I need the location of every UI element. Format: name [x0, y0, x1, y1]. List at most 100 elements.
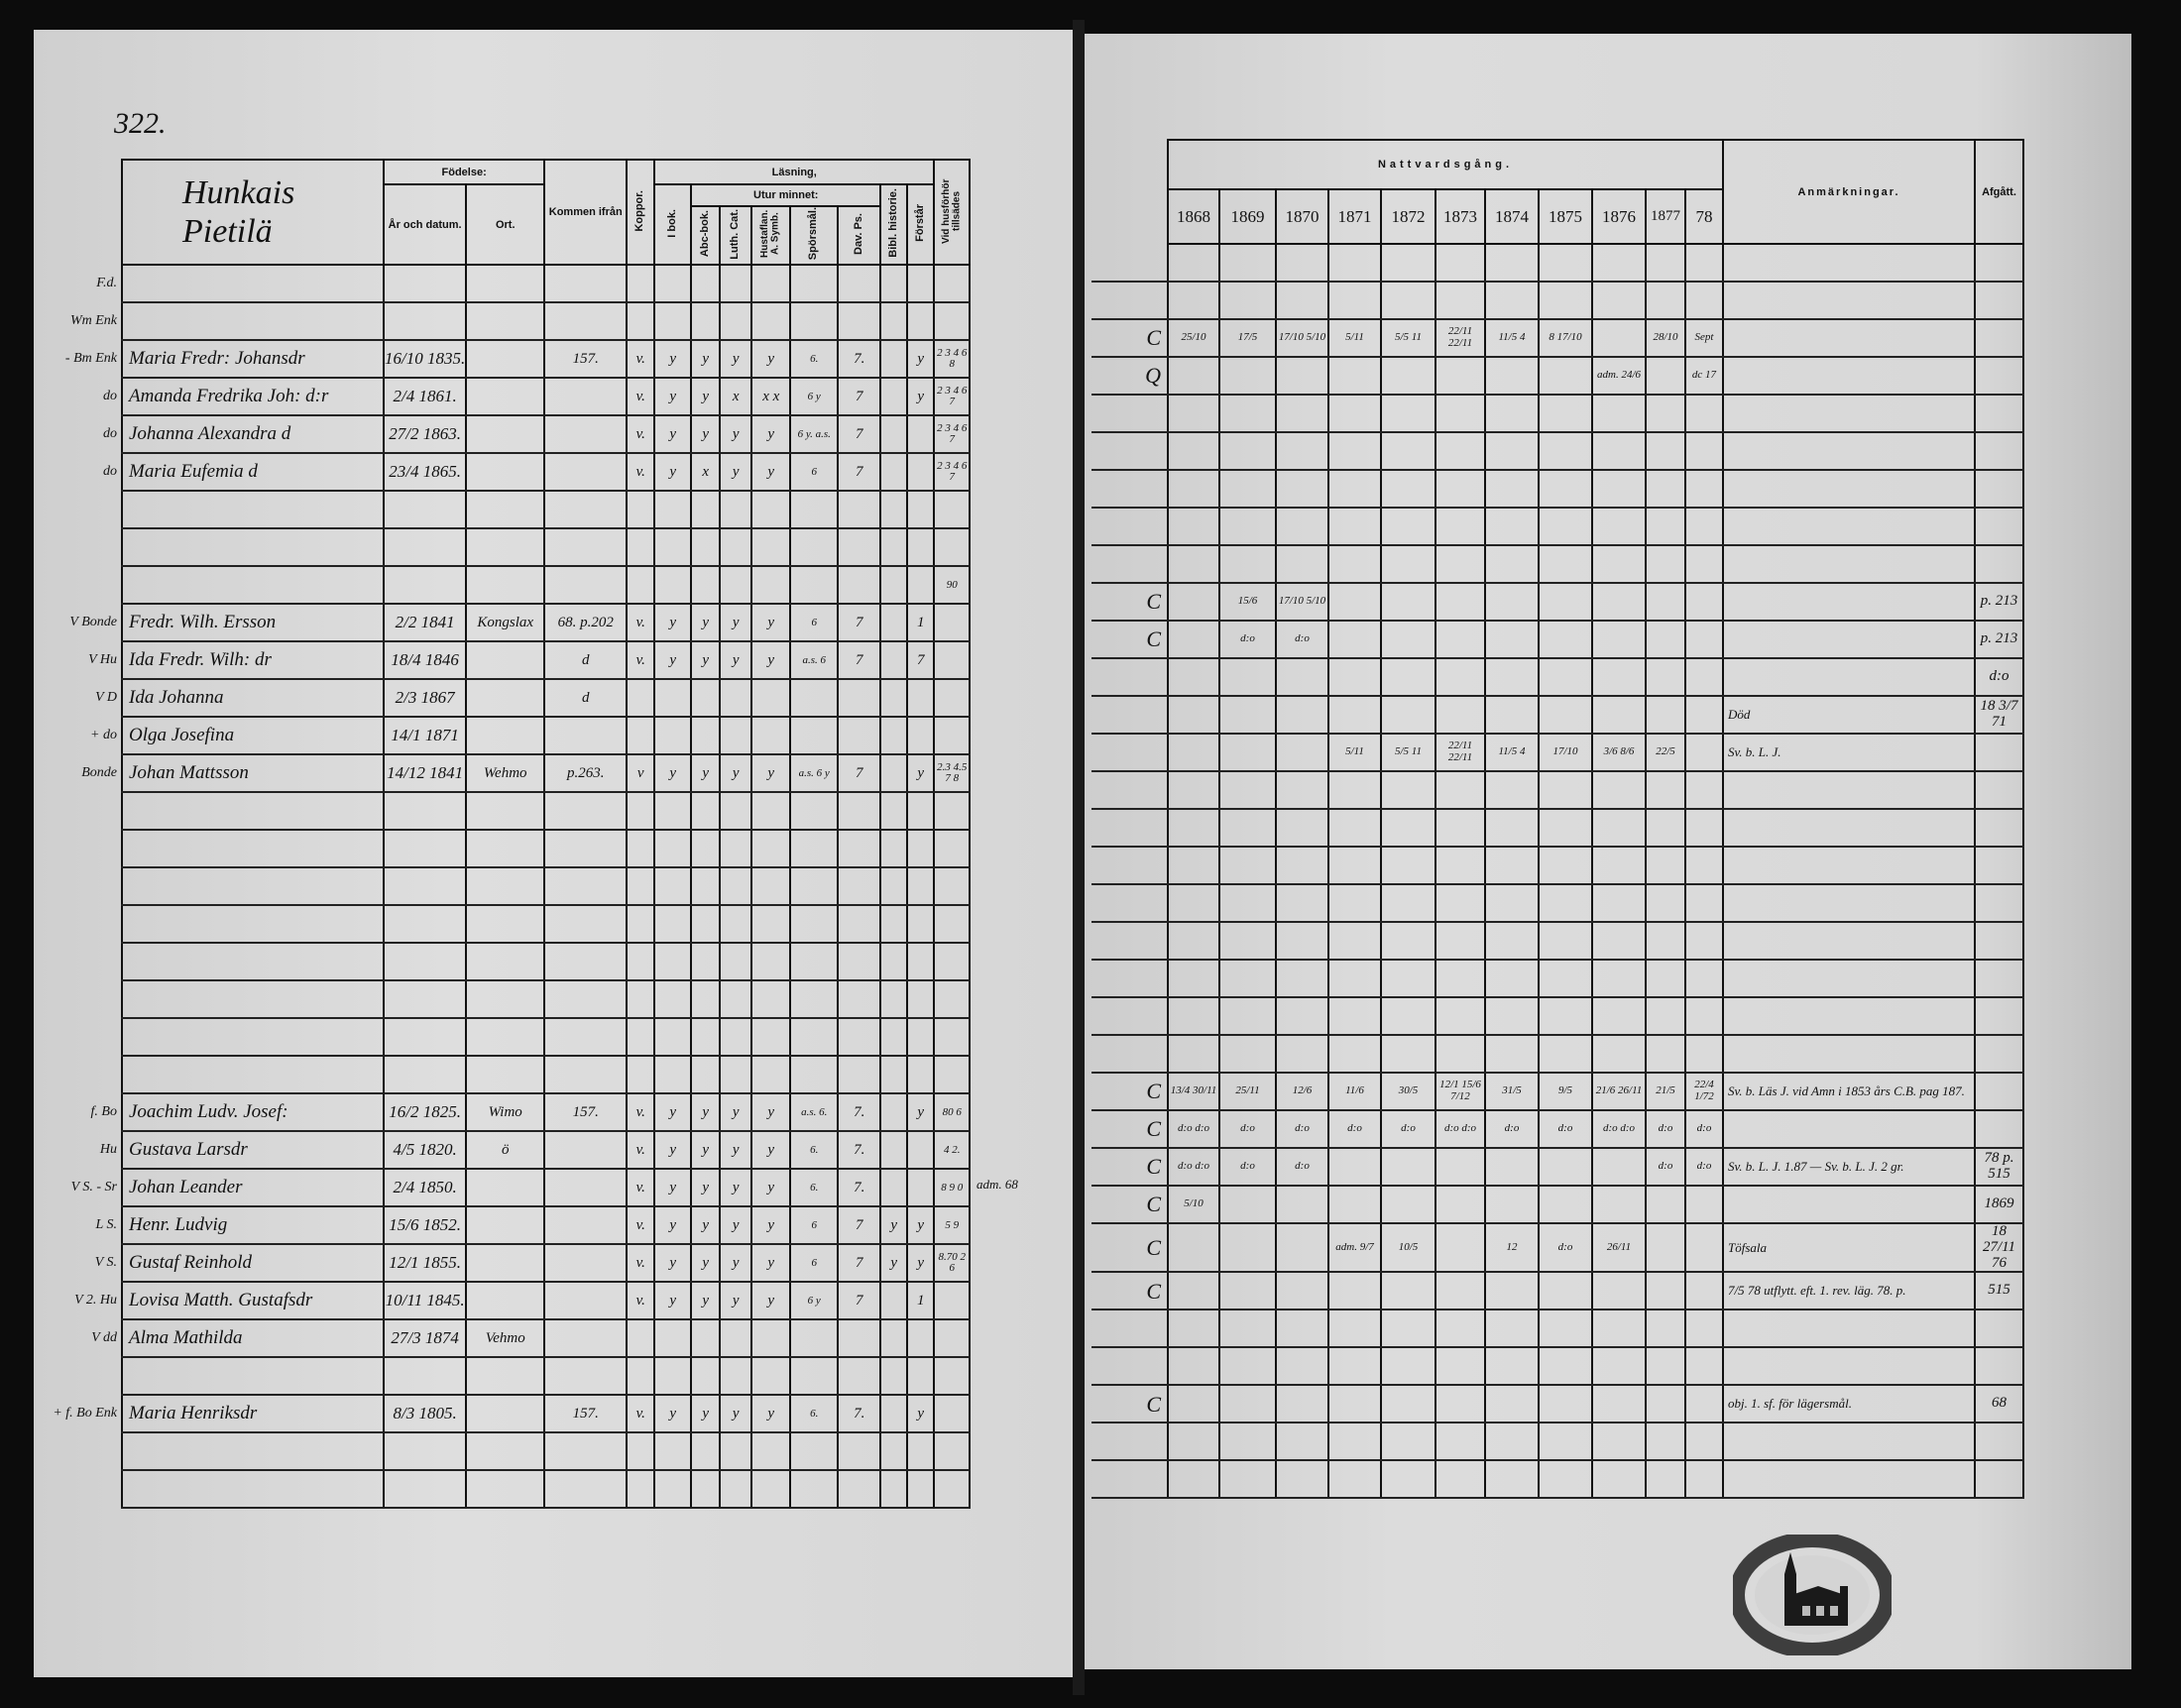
communion-date-1877 — [1645, 621, 1686, 659]
departed — [1974, 319, 2024, 358]
reading-mark-hust — [750, 980, 792, 1019]
reading-mark-bibl — [879, 679, 909, 718]
remark — [1722, 922, 1976, 961]
reading-mark-spors: a.s. 6 y — [789, 754, 840, 793]
communion-date-1869 — [1218, 960, 1277, 998]
communion-date-1877 — [1645, 1347, 1686, 1387]
communion-date-1871 — [1327, 1385, 1382, 1424]
luth-cat-header: Luth. Cat. — [719, 205, 753, 266]
communion-date-78 — [1684, 1460, 1724, 1500]
communion-date-1877 — [1645, 658, 1686, 697]
reading-mark-hust: y — [750, 754, 792, 793]
communion-date-1876 — [1591, 922, 1647, 961]
birth-date — [382, 1056, 468, 1094]
communion-date-1871: d:o — [1327, 1110, 1382, 1149]
person-row: F.d. — [40, 265, 972, 303]
communion-row — [1091, 1309, 2024, 1349]
reading-mark-bibl — [879, 566, 909, 605]
reading-mark-vid — [933, 980, 972, 1019]
person-name — [121, 792, 385, 831]
communion-date-1875 — [1538, 1186, 1593, 1224]
communion-mark — [1091, 395, 1169, 433]
communion-date-1874 — [1484, 1186, 1540, 1224]
communion-date-1877: 28/10 — [1645, 319, 1686, 358]
communion-date-1875 — [1538, 809, 1593, 848]
communion-row: C 15/6 17/10 5/10 p. 213 — [1091, 583, 2024, 622]
household-status — [40, 528, 122, 566]
birth-place — [465, 1395, 546, 1433]
communion-mark — [1091, 847, 1169, 885]
communion-date-1875 — [1538, 771, 1593, 810]
birth-date: 2/2 1841 — [382, 604, 468, 642]
reading-mark-koppor: v. — [626, 415, 656, 454]
reading-mark-koppor — [626, 1056, 656, 1094]
came-from: 157. — [543, 1093, 629, 1132]
came-from: p.263. — [543, 754, 629, 793]
communion-date-1877 — [1645, 470, 1686, 509]
reading-mark-hust — [750, 1470, 792, 1509]
communion-mark: C — [1091, 1186, 1169, 1224]
came-from: 157. — [543, 1395, 629, 1433]
communion-date-1870 — [1275, 1272, 1329, 1311]
person-name — [121, 830, 385, 868]
communion-date-1875 — [1538, 922, 1593, 961]
communion-date-1873 — [1435, 432, 1486, 471]
communion-date-1874 — [1484, 244, 1540, 283]
communion-date-78 — [1684, 1272, 1724, 1311]
reading-mark-koppor: v. — [626, 641, 656, 680]
reading-mark-abc — [690, 905, 722, 944]
birth-date — [382, 792, 468, 831]
household-status: + do — [90, 728, 117, 742]
communion-date-1872 — [1380, 1272, 1436, 1311]
hustaflan-label: Hustaflan. A. Symb. — [759, 209, 781, 259]
communion-date-1868 — [1167, 997, 1220, 1036]
departed — [1974, 470, 2024, 509]
person-name: Henr. Ludvig — [121, 1206, 385, 1245]
reading-mark-dav: 7 — [837, 415, 882, 454]
reading-mark-koppor — [626, 1357, 656, 1396]
communion-date-1877 — [1645, 847, 1686, 885]
communion-mark: Q — [1091, 357, 1169, 396]
person-row — [40, 943, 972, 981]
reading-mark-bibl — [879, 1319, 909, 1358]
departed — [1974, 1347, 2024, 1387]
departed — [1974, 545, 2024, 584]
communion-date-1872 — [1380, 357, 1436, 396]
communion-date-1872 — [1380, 432, 1436, 471]
household-status: do — [103, 426, 117, 441]
reading-mark-bibl — [879, 792, 909, 831]
reading-mark-ibok — [653, 265, 693, 303]
person-name — [121, 867, 385, 906]
person-name — [121, 528, 385, 567]
reading-mark-koppor: v. — [626, 604, 656, 642]
communion-date-1876 — [1591, 470, 1647, 509]
communion-date-1868: 25/10 — [1167, 319, 1220, 358]
reading-mark-ibok — [653, 830, 693, 868]
reading-mark-abc — [690, 943, 722, 981]
reading-mark-vid — [933, 641, 972, 680]
reading-mark-bibl — [879, 1018, 909, 1057]
communion-date-1870 — [1275, 1223, 1329, 1274]
communion-date-1868 — [1167, 545, 1220, 584]
communion-date-1875: d:o — [1538, 1110, 1593, 1149]
communion-date-1873 — [1435, 1148, 1486, 1187]
communion-date-1876 — [1591, 997, 1647, 1036]
household-status: f. Bo — [90, 1104, 117, 1119]
communion-date-1875 — [1538, 1460, 1593, 1500]
communion-mark — [1091, 734, 1169, 772]
remark — [1722, 1186, 1976, 1224]
communion-date-78 — [1684, 1385, 1724, 1424]
communion-date-1874 — [1484, 1385, 1540, 1424]
remark — [1722, 658, 1976, 697]
remark — [1722, 1460, 1976, 1500]
reading-mark-abc: y — [690, 1282, 722, 1320]
came-from — [543, 1319, 629, 1358]
person-row: V 2. Hu Lovisa Matth. Gustafsdr 10/11 1845… — [40, 1282, 972, 1320]
in-book-label: I bok. — [665, 208, 678, 238]
reading-mark-forst — [906, 943, 936, 981]
person-row: V S. Gustaf Reinhold 12/1 1855. v. y y y y 6 7 y y 8… — [40, 1244, 972, 1283]
reading-mark-dav — [837, 1432, 882, 1471]
person-name — [121, 1056, 385, 1094]
reading-mark-spors — [789, 491, 840, 529]
reading-mark-vid: 2.3 4.5 7 8 — [933, 754, 972, 793]
